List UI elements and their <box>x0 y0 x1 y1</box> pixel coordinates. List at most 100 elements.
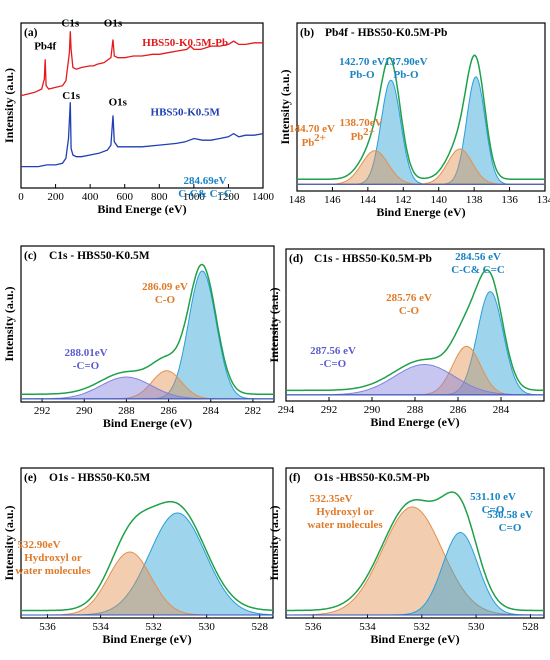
peak-label: 144.70 eV <box>289 123 335 135</box>
panel-e: 536 534 532 530 528 Bind Energe (eV) Intensity… <box>2 467 516 646</box>
plot-frame <box>20 467 274 619</box>
x-tick-label: 142 <box>395 194 412 206</box>
peak-label: 285.76 eV <box>386 292 432 304</box>
peak-label: 284.56 eV <box>455 251 501 263</box>
x-tick-label: 292 <box>34 405 51 417</box>
peak-species: Pb <box>302 137 315 149</box>
x-tick-label: 400 <box>82 191 99 203</box>
series-line-0 <box>20 31 263 97</box>
x-tick-label: 534 <box>359 621 376 633</box>
peak-annotation: Pb4f <box>34 40 56 52</box>
x-tick-label: 148 <box>289 194 306 206</box>
envelope-line <box>286 269 544 392</box>
plot-frame <box>20 22 264 189</box>
peak-label: 284.69eV <box>183 175 226 187</box>
x-axis-label: Bind Energe (eV) <box>370 632 459 646</box>
x-tick-label: 532 <box>414 621 431 633</box>
peak-species: water molecules <box>307 519 383 531</box>
x-tick-label: 284 <box>493 404 510 416</box>
x-tick-label: 294 <box>278 404 295 416</box>
plot-frame <box>20 245 275 403</box>
x-axis-label: Bind Energe (eV) <box>376 205 465 219</box>
panel-c: 292 290 288 286 284 282 Bind Energe (eV) Intens… <box>2 175 275 430</box>
x-tick-label: 138 <box>466 194 483 206</box>
peak-annotation: HBS50-K0.5M <box>151 106 221 118</box>
peak-annotation: O1s <box>104 17 123 29</box>
x-tick-label: 0 <box>18 191 24 203</box>
x-tick-label: 286 <box>160 405 177 417</box>
x-tick-label: 284 <box>203 405 220 417</box>
panel-letter: (c) <box>24 250 37 262</box>
peak-species: -C=O <box>320 358 347 370</box>
x-tick-label: 530 <box>468 621 485 633</box>
peak-species: C-C& C=C <box>451 264 505 276</box>
panel-title: C1s - HBS50-K0.5M-Pb <box>314 253 432 265</box>
panel-letter: (d) <box>289 253 303 265</box>
peak-label: 287.56 eV <box>310 345 356 357</box>
peak-species: water molecules <box>15 565 91 577</box>
peak-annotation: C1s <box>61 17 79 29</box>
peak-species-superscript: 2+ <box>363 126 375 138</box>
peak-species: C-O <box>399 305 420 317</box>
peak-label: 286.09 eV <box>142 281 188 293</box>
envelope-line <box>297 54 545 180</box>
y-axis-label: Intensity (a.u.) <box>2 505 16 580</box>
x-tick-label: 1000 <box>183 191 206 203</box>
x-tick-label: 290 <box>364 404 381 416</box>
peak-species: C=O <box>482 504 505 516</box>
x-tick-label: 534 <box>92 621 109 633</box>
peak-label: 530.58 eV <box>487 509 533 521</box>
x-tick-label: 282 <box>245 405 262 417</box>
peak-annotation: O1s <box>109 97 128 109</box>
x-axis-label: Bind Energe (eV) <box>103 416 192 430</box>
peak-species: C=O <box>499 522 522 534</box>
peak-label: 532.35eV <box>309 493 352 505</box>
x-tick-label: 530 <box>198 621 215 633</box>
peak-species: C-O <box>155 294 176 306</box>
envelope-line <box>21 263 274 395</box>
panel-d: 294 292 290 288 286 284 Bind Energe (eV) Intens… <box>267 248 545 429</box>
panel-b: 148 146 144 142 140 138 136 134 Bind Energe (eV)… <box>278 22 550 219</box>
y-axis-label: Intensity (a.u.) <box>2 68 16 143</box>
x-tick-label: 536 <box>39 621 56 633</box>
x-tick-label: 292 <box>321 404 338 416</box>
x-tick-label: 536 <box>305 621 322 633</box>
peak-label: 137.90eV <box>384 56 427 68</box>
x-tick-label: 286 <box>450 404 467 416</box>
peak-label: 532.90eV <box>17 539 60 551</box>
peak-annotation: HBS50-K0.5M-Pb <box>142 37 228 49</box>
peak-species-superscript: 2+ <box>314 132 326 144</box>
x-tick-label: 134 <box>537 194 550 206</box>
peak-species: -C=O <box>73 360 100 372</box>
peak-species: Pb-O <box>349 69 375 81</box>
plot-frame <box>285 467 545 619</box>
peak-annotation: C1s <box>62 90 80 102</box>
panel-title: C1s - HBS50-K0.5M <box>49 250 150 262</box>
peak-species: Hydroxyl or <box>316 506 374 518</box>
peak-species: Pb-O <box>393 69 419 81</box>
x-tick-label: 290 <box>76 405 93 417</box>
x-tick-label: 1400 <box>252 191 275 203</box>
y-axis-label: Intensity (a.u.) <box>267 505 281 580</box>
panel-letter: (b) <box>300 27 314 39</box>
x-tick-label: 288 <box>407 404 424 416</box>
x-tick-label: 146 <box>324 194 341 206</box>
x-axis-label: Bind Energe (eV) <box>97 202 186 216</box>
x-tick-label: 136 <box>501 194 518 206</box>
panel-title: O1s -HBS50-K0.5M-Pb <box>314 472 430 484</box>
series-line-1 <box>21 102 264 168</box>
peak-label: 142.70 eV <box>339 56 385 68</box>
x-tick-label: 288 <box>118 405 135 417</box>
x-tick-label: 140 <box>430 194 447 206</box>
peak-species: Hydroxyl or <box>24 552 82 564</box>
panel-letter: (a) <box>24 27 38 39</box>
x-tick-label: 1200 <box>217 191 240 203</box>
y-axis-label: Intensity (a.u.) <box>2 286 16 361</box>
y-axis-label: Intensity (a.u.) <box>267 287 281 362</box>
peak-species: C-C& C=C <box>178 188 232 200</box>
panel-letter: (f) <box>289 472 301 484</box>
x-tick-label: 528 <box>522 621 539 633</box>
x-tick-label: 144 <box>360 194 377 206</box>
fitted-peak-0 <box>286 506 544 616</box>
